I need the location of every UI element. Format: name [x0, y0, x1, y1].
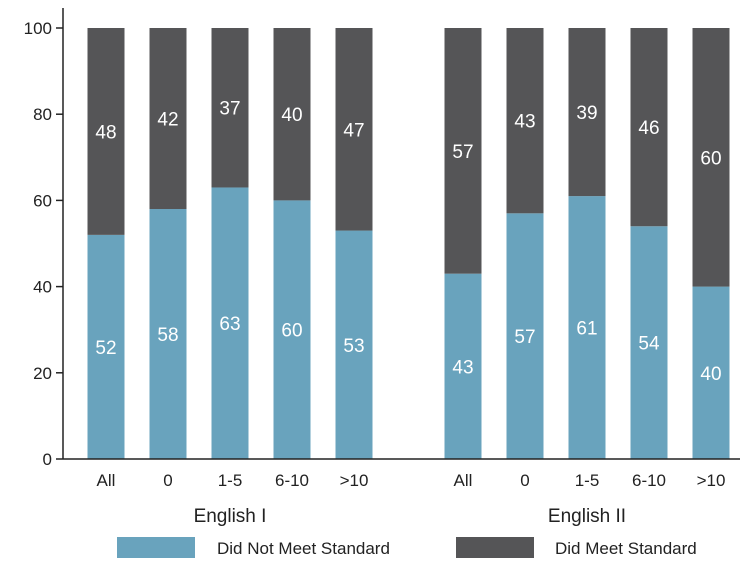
- bar-met-0-3: [273, 28, 311, 201]
- bar-met-1-3: [630, 28, 668, 227]
- data-label-met-1-2: 39: [576, 103, 597, 124]
- data-label-met-0-2: 37: [219, 99, 240, 120]
- x-tick-label-0-1: 0: [163, 471, 172, 490]
- bar-met-0-2: [211, 28, 249, 188]
- bar-not-met-1-4: [692, 286, 730, 459]
- x-tick-label-0-3: 6-10: [275, 471, 309, 490]
- bar-met-0-4: [335, 28, 373, 231]
- bar-not-met-0-4: [335, 230, 373, 459]
- data-label-not-met-1-0: 43: [452, 357, 473, 378]
- data-label-not-met-0-3: 60: [281, 321, 302, 342]
- bar-not-met-0-2: [211, 187, 249, 459]
- data-label-met-1-1: 43: [514, 112, 535, 133]
- legend-label-met: Did Meet Standard: [555, 539, 697, 558]
- data-label-not-met-0-0: 52: [95, 338, 116, 359]
- data-label-not-met-1-4: 40: [700, 364, 721, 385]
- bar-met-1-1: [506, 28, 544, 214]
- data-label-met-1-3: 46: [638, 118, 659, 139]
- bar-not-met-0-3: [273, 200, 311, 459]
- bar-met-0-1: [149, 28, 187, 210]
- legend-label-not-met: Did Not Meet Standard: [217, 539, 390, 558]
- group-label-0: English I: [194, 506, 267, 527]
- bar-not-met-1-0: [444, 273, 482, 459]
- y-tick-label-4: 80: [33, 105, 52, 124]
- data-label-not-met-0-2: 63: [219, 314, 240, 335]
- x-tick-label-1-4: >10: [697, 471, 726, 490]
- x-tick-label-1-0: All: [454, 471, 473, 490]
- data-label-met-0-1: 42: [157, 110, 178, 131]
- data-label-not-met-0-4: 53: [343, 336, 364, 357]
- legend: Did Not Meet Standard Did Meet Standard: [117, 537, 697, 558]
- x-tick-label-0-2: 1-5: [218, 471, 243, 490]
- bar-not-met-1-1: [506, 213, 544, 459]
- data-label-met-0-0: 48: [95, 122, 116, 143]
- y-tick-label-5: 100: [24, 19, 52, 38]
- legend-swatch-not-met: [117, 537, 195, 558]
- bars-layer: [87, 28, 730, 459]
- data-label-not-met-1-2: 61: [576, 319, 597, 340]
- y-tick-label-3: 60: [33, 191, 52, 210]
- legend-swatch-met: [456, 537, 534, 558]
- x-tick-label-0-0: All: [97, 471, 116, 490]
- x-tick-labels-layer: All 0 1-5 6-10 >10 All 0 1-5 6-10 >10: [97, 471, 726, 490]
- bar-met-1-0: [444, 28, 482, 274]
- data-label-met-1-0: 57: [452, 142, 473, 163]
- data-label-met-1-4: 60: [700, 148, 721, 169]
- group-label-1: English II: [548, 506, 626, 527]
- bar-not-met-0-1: [149, 209, 187, 459]
- data-label-met-0-3: 40: [281, 105, 302, 126]
- bar-not-met-1-3: [630, 226, 668, 459]
- x-tick-label-1-3: 6-10: [632, 471, 666, 490]
- y-tick-label-1: 20: [33, 364, 52, 383]
- x-tick-label-1-1: 0: [520, 471, 529, 490]
- data-labels-layer: 52 48 58 42 63 37 60 40 53 47 43 57 57 43 61 39 54 46 40 60: [95, 99, 721, 385]
- x-tick-label-0-4: >10: [340, 471, 369, 490]
- y-tick-label-0: 0: [43, 450, 52, 469]
- data-label-not-met-1-3: 54: [638, 334, 660, 355]
- x-tick-label-1-2: 1-5: [575, 471, 600, 490]
- y-tick-label-2: 40: [33, 278, 52, 297]
- data-label-not-met-0-1: 58: [157, 325, 178, 346]
- data-label-not-met-1-1: 57: [514, 327, 535, 348]
- bar-met-1-2: [568, 28, 606, 197]
- bar-not-met-1-2: [568, 196, 606, 459]
- bar-not-met-0-0: [87, 234, 125, 459]
- data-label-met-0-4: 47: [343, 120, 364, 141]
- bar-met-1-4: [692, 28, 730, 287]
- bar-met-0-0: [87, 28, 125, 235]
- group-labels-layer: English I English II: [194, 506, 627, 527]
- axes-layer: 0 20 40 60 80 100: [24, 8, 740, 469]
